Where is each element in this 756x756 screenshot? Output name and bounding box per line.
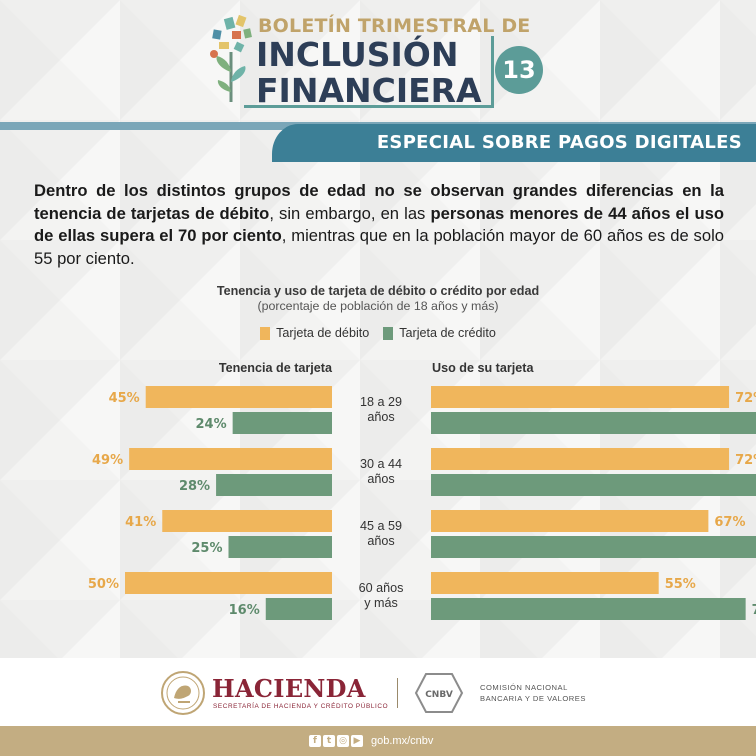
category-label: y más <box>364 596 398 610</box>
cnbv-name-line2: BANCARIA Y DE VALORES <box>480 694 586 703</box>
tenencia-bar-credit <box>228 536 332 558</box>
uso-bar-credit <box>431 598 746 620</box>
youtube-icon[interactable]: ▶ <box>351 735 363 747</box>
data-label: 72% <box>735 391 756 406</box>
category-label: años <box>367 410 394 424</box>
category-label: 60 años <box>359 581 404 595</box>
category-label: años <box>367 534 394 548</box>
data-label: 76% <box>752 603 756 618</box>
intro-paragraph: Dentro de los distintos grupos de edad n… <box>34 180 724 270</box>
legend-swatch-credit <box>383 326 394 340</box>
data-label: 25% <box>191 541 222 556</box>
facebook-icon[interactable]: f <box>309 735 321 747</box>
tenencia-bar-credit <box>216 474 332 496</box>
para-text-2: , mientras que en la población mayor de … <box>34 226 724 268</box>
twitter-icon[interactable]: t <box>323 735 335 747</box>
panel-label-uso: Uso de su tarjeta <box>432 361 534 375</box>
category-label: 45 a 59 <box>360 519 402 533</box>
footer <box>0 658 756 726</box>
data-label: 16% <box>229 603 260 618</box>
uso-bar-debit <box>431 510 709 532</box>
tenencia-bar-debit <box>125 572 332 594</box>
chart-title: Tenencia y uso de tarjeta de débito o cr… <box>216 284 540 298</box>
header-frame <box>244 36 494 108</box>
data-label: 67% <box>714 515 745 530</box>
tenencia-bar-credit <box>265 598 332 620</box>
header-title-line3: FINANCIERA <box>256 71 482 110</box>
category-label: años <box>367 472 394 486</box>
data-label: 50% <box>88 577 119 592</box>
para-text-1: , sin embargo, en las <box>269 203 431 223</box>
instagram-icon[interactable]: ◎ <box>337 735 349 747</box>
uso-bar-debit <box>431 572 659 594</box>
uso-bar-debit <box>431 448 730 470</box>
section-banner: ESPECIAL SOBRE PAGOS DIGITALES <box>272 124 756 162</box>
uso-bar-credit <box>431 474 756 496</box>
para-bold-1: Dentro de los distintos grupos de edad n… <box>34 181 724 223</box>
chart-subtitle: (porcentaje de población de 18 años y má… <box>257 299 499 313</box>
data-label: 55% <box>665 577 696 592</box>
data-label: 41% <box>125 515 156 530</box>
header-title-line2: INCLUSIÓN <box>256 35 459 74</box>
hacienda-wordmark: HACIENDA <box>212 674 366 703</box>
hacienda-subtitle: SECRETARÍA DE HACIENDA Y CRÉDITO PÚBLICO <box>213 703 389 710</box>
legend-label-credit: Tarjeta de crédito <box>399 326 496 340</box>
bulletin-logo-icon <box>210 14 252 102</box>
cnbv-logo-icon: CNBV <box>414 673 464 713</box>
legend-label-debit: Tarjeta de débito <box>276 326 370 340</box>
data-label: 49% <box>92 453 123 468</box>
data-label: 72% <box>735 453 756 468</box>
uso-bar-credit <box>431 536 756 558</box>
tenencia-bar-debit <box>145 386 332 408</box>
uso-bar-debit <box>431 386 730 408</box>
data-label: 28% <box>179 479 210 494</box>
category-label: 18 a 29 <box>360 395 402 409</box>
legend-item-credit: Tarjeta de crédito <box>383 326 496 340</box>
panel-label-tenencia: Tenencia de tarjeta <box>218 361 332 375</box>
mexico-emblem-icon <box>161 671 205 715</box>
tenencia-bar-debit <box>129 448 332 470</box>
uso-bar-credit <box>431 412 756 434</box>
data-label: 45% <box>109 391 140 406</box>
tenencia-bar-debit <box>162 510 332 532</box>
para-bold-2: personas menores de 44 años el uso de el… <box>34 203 724 246</box>
chart-legend: Tarjeta de débito Tarjeta de crédito <box>0 326 756 340</box>
category-label: 30 a 44 <box>360 457 402 471</box>
legend-item-debit: Tarjeta de débito <box>260 326 369 340</box>
cnbv-name-line1: COMISIÓN NACIONAL <box>480 683 568 692</box>
issue-number-badge: 13 <box>495 46 543 94</box>
banner-text: ESPECIAL SOBRE PAGOS DIGITALES <box>376 132 742 153</box>
tenencia-bar-credit <box>232 412 332 434</box>
bottom-bar <box>0 726 756 756</box>
footer-divider <box>397 678 398 708</box>
header-title-line1: BOLETÍN TRIMESTRAL DE <box>258 15 531 37</box>
data-label: 24% <box>196 417 227 432</box>
cnbv-logo-text: CNBV <box>425 690 453 700</box>
legend-swatch-debit <box>260 326 271 340</box>
social-icons: f t ◎ ▶ <box>309 735 363 747</box>
website-link[interactable]: gob.mx/cnbv <box>371 735 434 747</box>
